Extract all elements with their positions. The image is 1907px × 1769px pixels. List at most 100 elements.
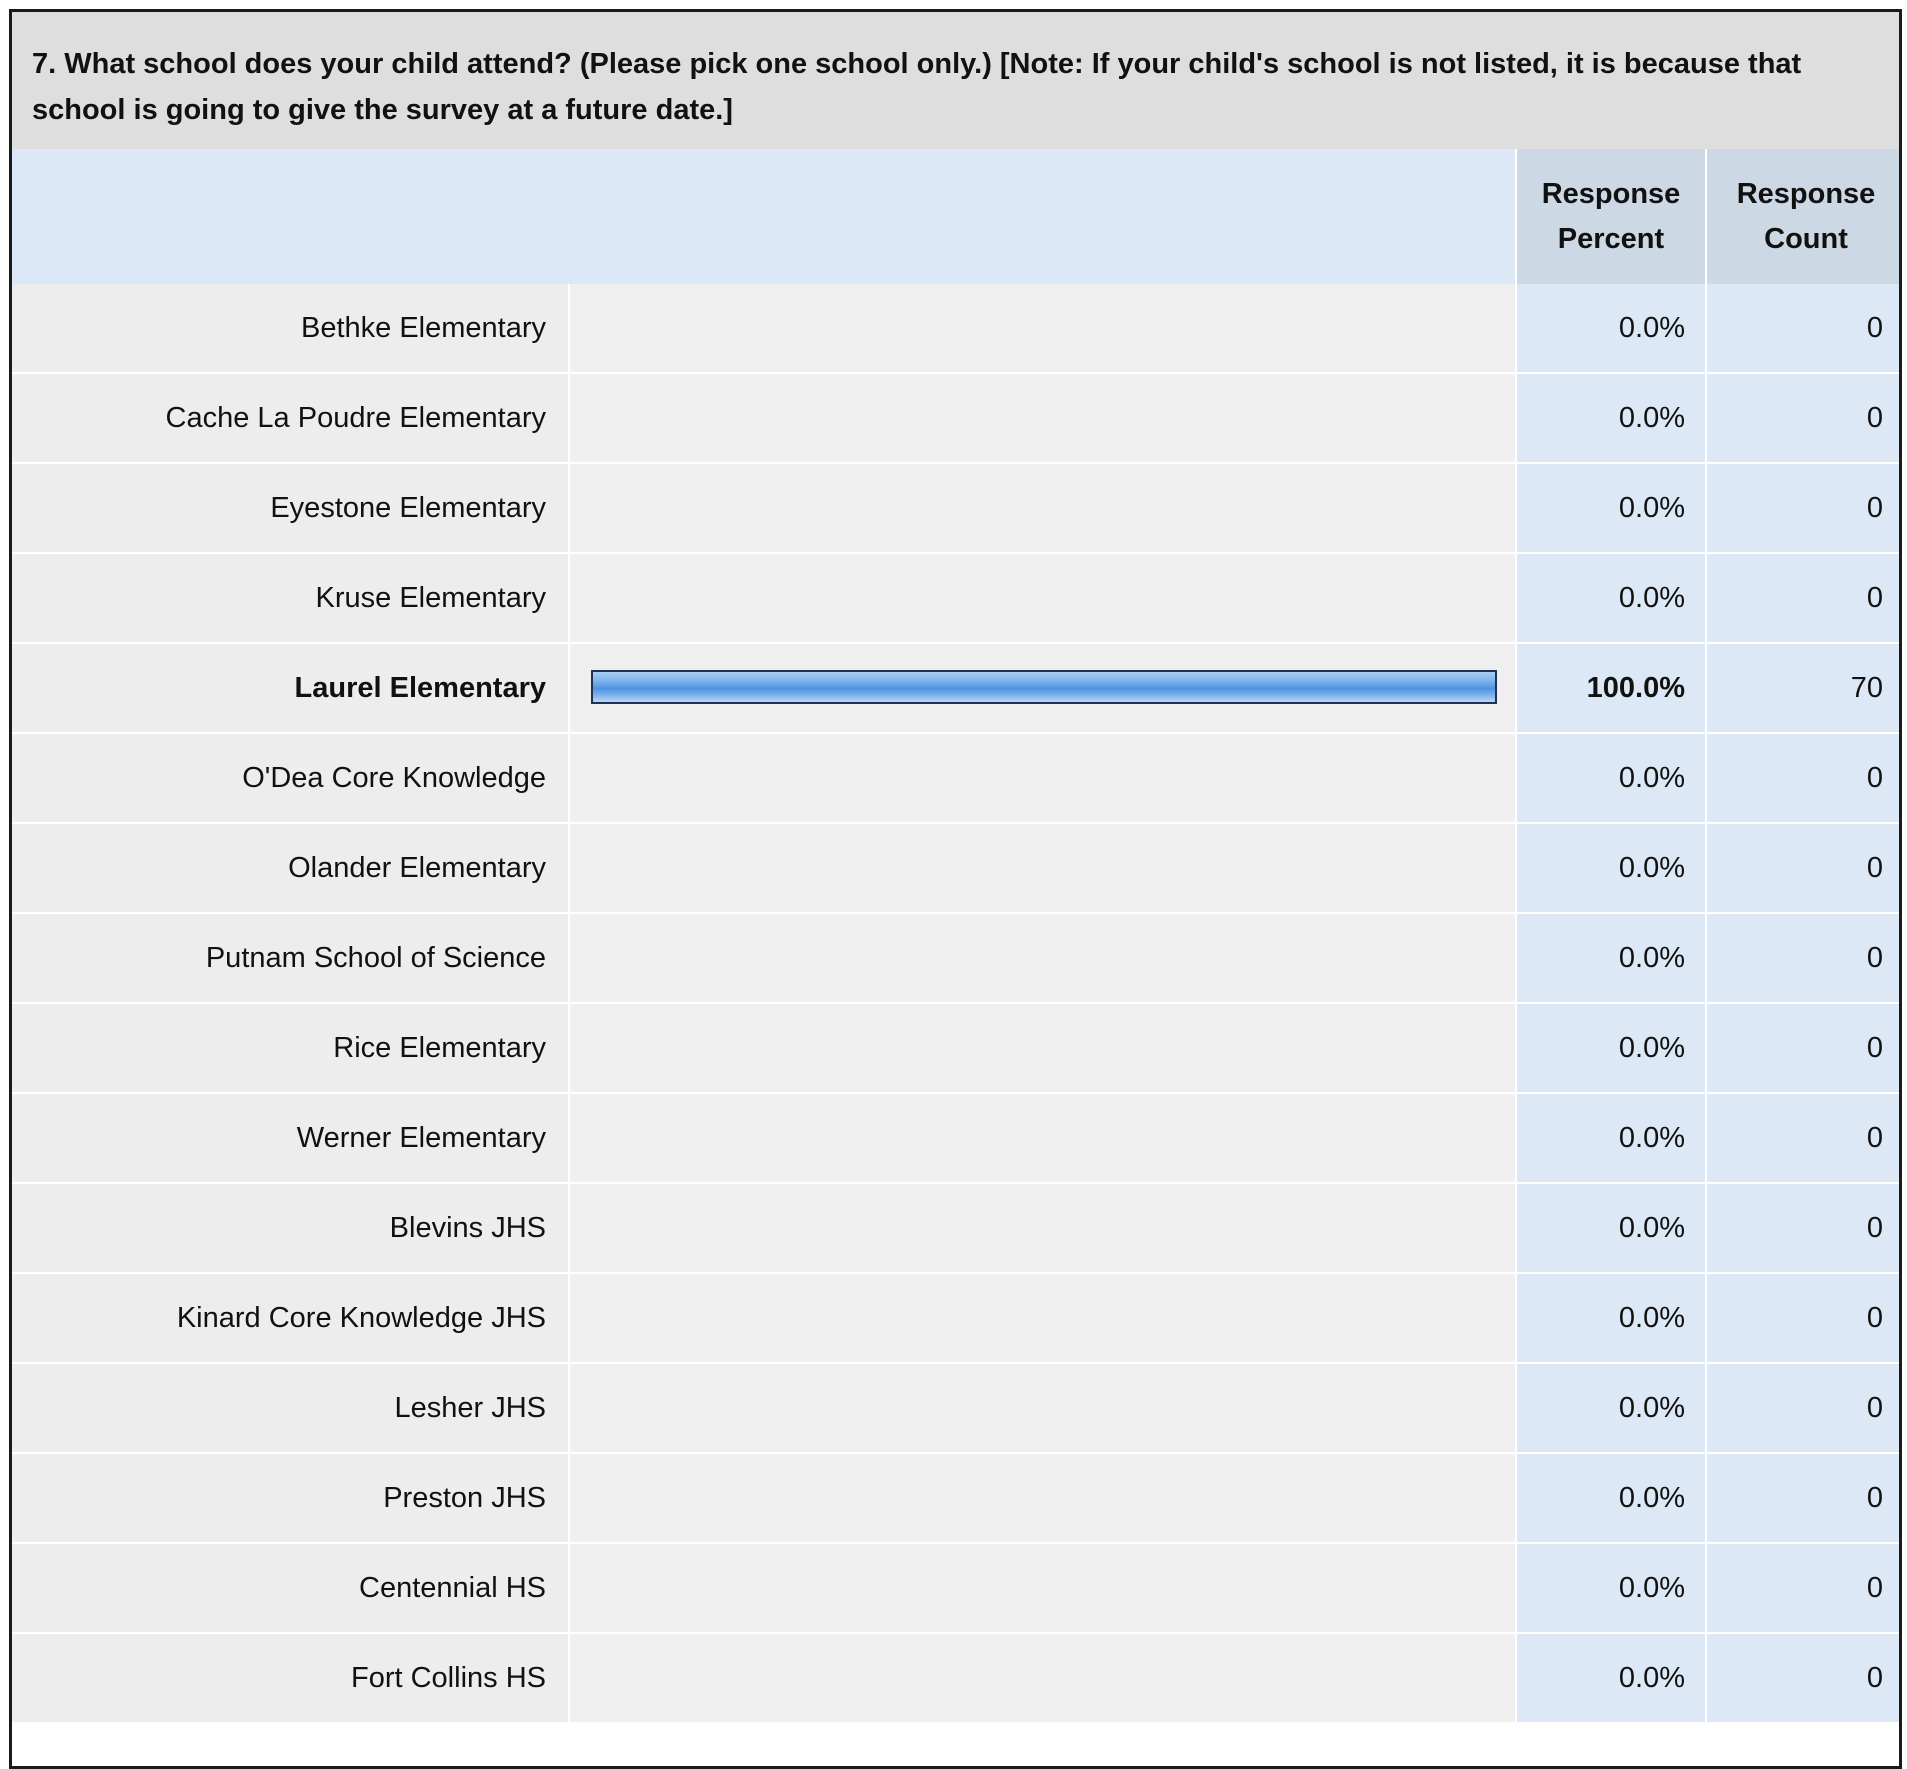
table-row: Werner Elementary 0.0% 0: [12, 1094, 1899, 1184]
bar-cell: [568, 644, 1515, 732]
bar-cell: [568, 1634, 1515, 1722]
bar-track: [591, 1300, 1497, 1334]
bar-cell: [568, 284, 1515, 372]
bar-track: [591, 1210, 1497, 1244]
response-count: 0: [1705, 1094, 1899, 1182]
response-percent: 0.0%: [1515, 1004, 1705, 1092]
response-percent: 0.0%: [1515, 1184, 1705, 1272]
response-percent: 0.0%: [1515, 1094, 1705, 1182]
bar-cell: [568, 914, 1515, 1002]
bar-cell: [568, 1094, 1515, 1182]
answer-label: Centennial HS: [12, 1544, 568, 1632]
table-row: Blevins JHS 0.0% 0: [12, 1184, 1899, 1274]
bar-cell: [568, 1004, 1515, 1092]
response-percent: 0.0%: [1515, 1634, 1705, 1722]
table-row: Eyestone Elementary 0.0% 0: [12, 464, 1899, 554]
answer-label: Bethke Elementary: [12, 284, 568, 372]
bar-track: [591, 850, 1497, 884]
response-percent: 0.0%: [1515, 1364, 1705, 1452]
answer-label: Rice Elementary: [12, 1004, 568, 1092]
bar-track: [591, 1030, 1497, 1064]
bar-track: [591, 1390, 1497, 1424]
response-percent: 0.0%: [1515, 1544, 1705, 1632]
response-count: 0: [1705, 1184, 1899, 1272]
answer-label: Putnam School of Science: [12, 914, 568, 1002]
response-count: 0: [1705, 374, 1899, 462]
bar-track: [591, 580, 1497, 614]
table-row: O'Dea Core Knowledge 0.0% 0: [12, 734, 1899, 824]
bar-cell: [568, 824, 1515, 912]
response-bar: [591, 670, 1497, 704]
response-percent-header: Response Percent: [1515, 149, 1705, 284]
table-row: Bethke Elementary 0.0% 0: [12, 284, 1899, 374]
answer-label: Kruse Elementary: [12, 554, 568, 642]
bar-track: [591, 1660, 1497, 1694]
response-count: 70: [1705, 644, 1899, 732]
bar-track: [591, 1570, 1497, 1604]
response-count: 0: [1705, 914, 1899, 1002]
survey-results-table: 7. What school does your child attend? (…: [9, 9, 1902, 1769]
answer-label: Laurel Elementary: [12, 644, 568, 732]
answer-label: Eyestone Elementary: [12, 464, 568, 552]
response-percent: 0.0%: [1515, 284, 1705, 372]
response-percent: 0.0%: [1515, 734, 1705, 822]
response-count: 0: [1705, 1274, 1899, 1362]
response-count: 0: [1705, 1454, 1899, 1542]
response-percent: 0.0%: [1515, 914, 1705, 1002]
response-count: 0: [1705, 734, 1899, 822]
answer-label: Olander Elementary: [12, 824, 568, 912]
question-title: 7. What school does your child attend? (…: [12, 12, 1899, 149]
bar-cell: [568, 374, 1515, 462]
bar-track: [591, 1120, 1497, 1154]
table-row: Kruse Elementary 0.0% 0: [12, 554, 1899, 644]
bar-cell: [568, 1274, 1515, 1362]
response-count-header: Response Count: [1705, 149, 1899, 284]
answer-label: Fort Collins HS: [12, 1634, 568, 1722]
response-count: 0: [1705, 464, 1899, 552]
bar-track: [591, 760, 1497, 794]
table-row: Rice Elementary 0.0% 0: [12, 1004, 1899, 1094]
table-row: Laurel Elementary 100.0% 70: [12, 644, 1899, 734]
table-row: Fort Collins HS 0.0% 0: [12, 1634, 1899, 1724]
answer-label: O'Dea Core Knowledge: [12, 734, 568, 822]
bar-cell: [568, 464, 1515, 552]
table-row: Lesher JHS 0.0% 0: [12, 1364, 1899, 1454]
response-percent: 0.0%: [1515, 554, 1705, 642]
bar-track: [591, 670, 1497, 704]
bar-cell: [568, 1184, 1515, 1272]
response-percent: 0.0%: [1515, 1454, 1705, 1542]
response-count: 0: [1705, 1544, 1899, 1632]
response-percent: 0.0%: [1515, 464, 1705, 552]
table-row: Olander Elementary 0.0% 0: [12, 824, 1899, 914]
response-count: 0: [1705, 284, 1899, 372]
table-row: Kinard Core Knowledge JHS 0.0% 0: [12, 1274, 1899, 1364]
table-row: Centennial HS 0.0% 0: [12, 1544, 1899, 1634]
table-header: Response Percent Response Count: [12, 149, 1899, 284]
bar-track: [591, 400, 1497, 434]
bar-cell: [568, 554, 1515, 642]
bar-cell: [568, 734, 1515, 822]
bar-track: [591, 940, 1497, 974]
response-count: 0: [1705, 554, 1899, 642]
bar-track: [591, 1480, 1497, 1514]
bar-track: [591, 490, 1497, 524]
table-row: Preston JHS 0.0% 0: [12, 1454, 1899, 1544]
answer-label: Preston JHS: [12, 1454, 568, 1542]
bar-cell: [568, 1364, 1515, 1452]
answer-label: Lesher JHS: [12, 1364, 568, 1452]
response-count: 0: [1705, 1634, 1899, 1722]
response-percent: 0.0%: [1515, 824, 1705, 912]
bar-cell: [568, 1454, 1515, 1542]
response-count: 0: [1705, 1364, 1899, 1452]
answer-label: Cache La Poudre Elementary: [12, 374, 568, 462]
answer-label: Werner Elementary: [12, 1094, 568, 1182]
table-row: Putnam School of Science 0.0% 0: [12, 914, 1899, 1004]
response-percent: 0.0%: [1515, 374, 1705, 462]
table-row: Cache La Poudre Elementary 0.0% 0: [12, 374, 1899, 464]
bar-track: [591, 310, 1497, 344]
response-count: 0: [1705, 824, 1899, 912]
response-percent: 100.0%: [1515, 644, 1705, 732]
response-percent: 0.0%: [1515, 1274, 1705, 1362]
bar-cell: [568, 1544, 1515, 1632]
answer-label: Blevins JHS: [12, 1184, 568, 1272]
